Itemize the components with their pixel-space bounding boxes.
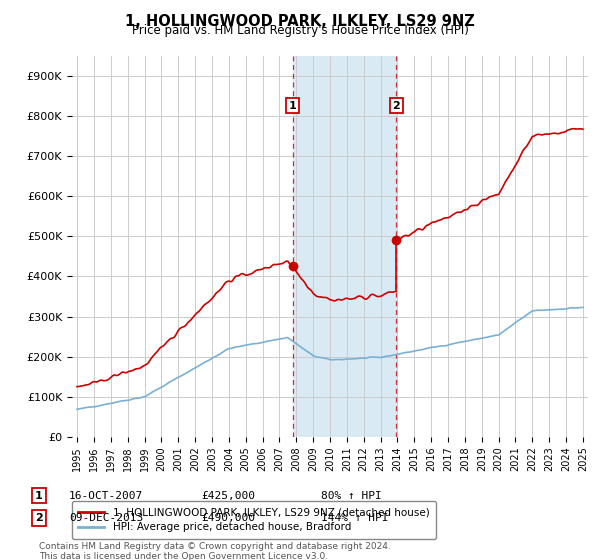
Text: 09-DEC-2013: 09-DEC-2013 xyxy=(69,513,143,523)
Text: 1: 1 xyxy=(289,100,296,110)
Text: 1, HOLLINGWOOD PARK, ILKLEY, LS29 9NZ: 1, HOLLINGWOOD PARK, ILKLEY, LS29 9NZ xyxy=(125,14,475,29)
Text: Price paid vs. HM Land Registry's House Price Index (HPI): Price paid vs. HM Land Registry's House … xyxy=(131,24,469,36)
Bar xyxy=(293,56,396,437)
Text: £490,000: £490,000 xyxy=(201,513,255,523)
Text: 2: 2 xyxy=(392,100,400,110)
Text: 80% ↑ HPI: 80% ↑ HPI xyxy=(321,491,382,501)
Text: £425,000: £425,000 xyxy=(201,491,255,501)
Text: 1: 1 xyxy=(35,491,43,501)
Text: 144% ↑ HPI: 144% ↑ HPI xyxy=(321,513,389,523)
Text: 2: 2 xyxy=(35,513,43,523)
Text: 16-OCT-2007: 16-OCT-2007 xyxy=(69,491,143,501)
Legend: 1, HOLLINGWOOD PARK, ILKLEY, LS29 9NZ (detached house), HPI: Average price, deta: 1, HOLLINGWOOD PARK, ILKLEY, LS29 9NZ (d… xyxy=(72,501,436,539)
Text: Contains HM Land Registry data © Crown copyright and database right 2024.
This d: Contains HM Land Registry data © Crown c… xyxy=(39,542,391,560)
